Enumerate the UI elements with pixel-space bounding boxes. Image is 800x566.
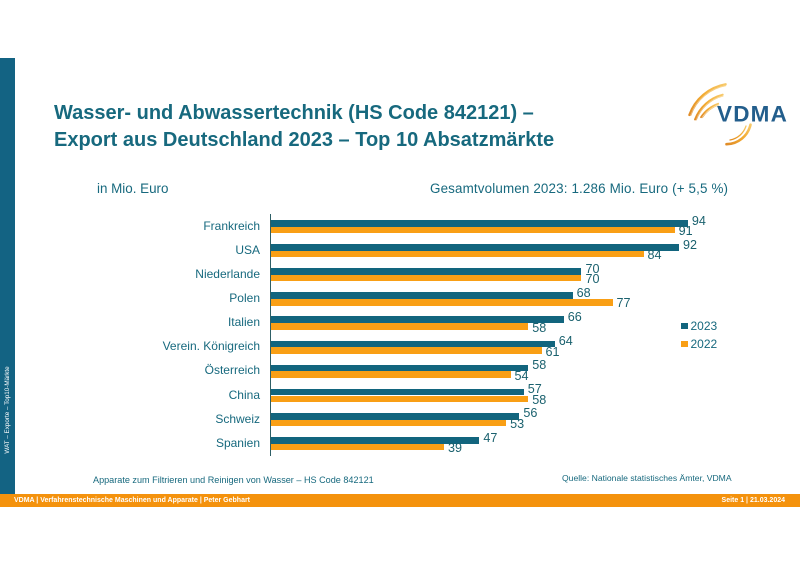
svg-text:VDMA: VDMA <box>717 102 788 127</box>
